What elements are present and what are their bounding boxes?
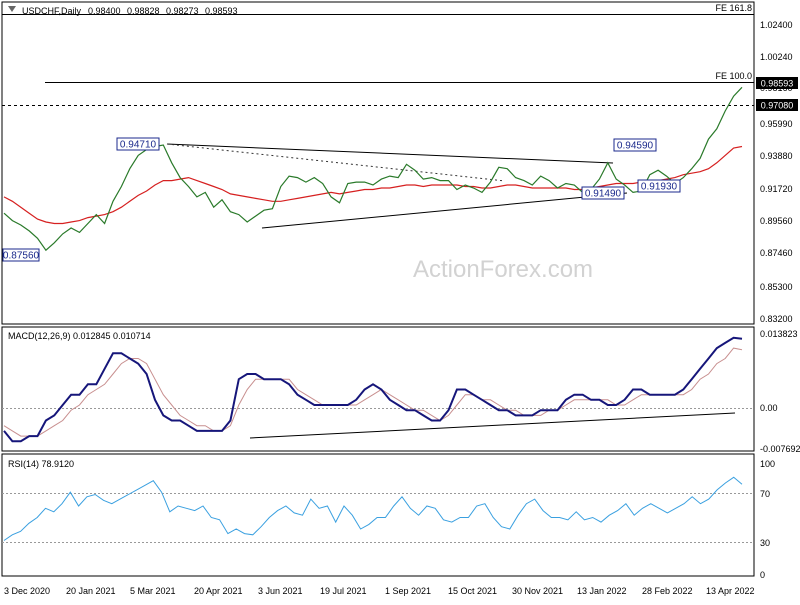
x-tick-label: 19 Jul 2021	[320, 586, 367, 596]
fe-100-label: FE 100.0	[715, 71, 752, 81]
x-tick-label: 13 Jan 2022	[577, 586, 627, 596]
macd-tick-label: 0.013823	[760, 329, 798, 339]
time-axis: 3 Dec 2020 20 Jan 2021 5 Mar 2021 20 Apr…	[4, 586, 755, 596]
x-tick-label: 1 Sep 2021	[385, 586, 431, 596]
ohlc-low: 0.98273	[166, 6, 199, 16]
upper-trendline	[166, 143, 614, 164]
moving-average-line	[3, 145, 743, 225]
fe-161-label: FE 161.8	[715, 3, 752, 13]
ohlc-open: 0.98400	[88, 6, 121, 16]
macd-trendline	[249, 412, 736, 439]
annotation-87560: 0.87560	[2, 248, 40, 262]
dotted-trendline	[166, 143, 506, 182]
dashed-level-tag: 0.97080	[756, 99, 798, 111]
collapse-triangle-icon	[8, 6, 16, 12]
rsi-line	[3, 476, 743, 541]
x-tick-label: 28 Feb 2022	[642, 586, 693, 596]
annotation-94710: 0.94710	[116, 137, 160, 151]
x-tick-label: 30 Nov 2021	[512, 586, 563, 596]
annotation-94710-text: 0.94710	[120, 140, 157, 151]
price-tick-label: 0.93880	[760, 151, 793, 161]
price-tick-label: 0.87460	[760, 248, 793, 258]
rsi-tick-label: 30	[760, 538, 770, 548]
rsi-tick-label: 0	[760, 570, 765, 580]
watermark: ActionForex.com	[413, 256, 593, 283]
x-tick-label: 15 Oct 2021	[448, 586, 497, 596]
rsi-tick-label: 100	[760, 459, 775, 469]
current-price-text: 0.98593	[761, 79, 794, 89]
price-tick-label: 0.83200	[760, 314, 793, 324]
annotation-94590: 0.94590	[613, 138, 657, 152]
x-tick-label: 3 Dec 2020	[4, 586, 50, 596]
rsi-tick-label: 70	[760, 489, 770, 499]
x-tick-label: 3 Jun 2021	[258, 586, 303, 596]
price-panel-frame	[1, 1, 755, 325]
annotation-91490-text: 0.91490	[585, 189, 622, 200]
macd-line	[3, 336, 743, 443]
rsi-y-axis: 100 70 30 0	[760, 459, 775, 580]
price-tick-label: 1.00240	[760, 52, 793, 62]
macd-tick-label: -0.007692	[760, 444, 800, 454]
price-chart-title: USDCHF,Daily	[22, 6, 82, 16]
price-tick-label: 0.95990	[760, 119, 793, 129]
price-tick-label: 0.85300	[760, 282, 793, 292]
annotation-91490: 0.91490	[581, 186, 625, 200]
lower-trendline	[261, 192, 628, 229]
rsi-title: RSI(14) 78.9120	[8, 459, 74, 469]
macd-panel-frame	[1, 326, 755, 452]
macd-tick-label: 0.00	[760, 403, 778, 413]
current-price-tag: 0.98593	[756, 77, 798, 89]
macd-signal-line	[3, 347, 743, 437]
annotation-94590-text: 0.94590	[617, 141, 654, 152]
annotation-91930-text: 0.91930	[641, 182, 678, 193]
ohlc-close: 0.98593	[205, 6, 238, 16]
price-line	[3, 86, 743, 252]
macd-title: MACD(12,26,9) 0.012845 0.010714	[8, 331, 151, 341]
x-tick-label: 20 Apr 2021	[194, 586, 243, 596]
x-tick-label: 20 Jan 2021	[66, 586, 116, 596]
ohlc-high: 0.98828	[127, 6, 160, 16]
price-tick-label: 0.89560	[760, 216, 793, 226]
price-tick-label: 0.91720	[760, 184, 793, 194]
annotation-87560-text: 0.87560	[3, 251, 40, 262]
annotation-91930: 0.91930	[637, 179, 681, 193]
x-tick-label: 13 Apr 2022	[706, 586, 755, 596]
x-tick-label: 5 Mar 2021	[130, 586, 176, 596]
price-tick-label: 1.02400	[760, 20, 793, 30]
dashed-level-text: 0.97080	[761, 101, 794, 111]
macd-y-axis: 0.013823 0.00 -0.007692	[760, 329, 800, 454]
rsi-panel-frame	[1, 453, 755, 577]
